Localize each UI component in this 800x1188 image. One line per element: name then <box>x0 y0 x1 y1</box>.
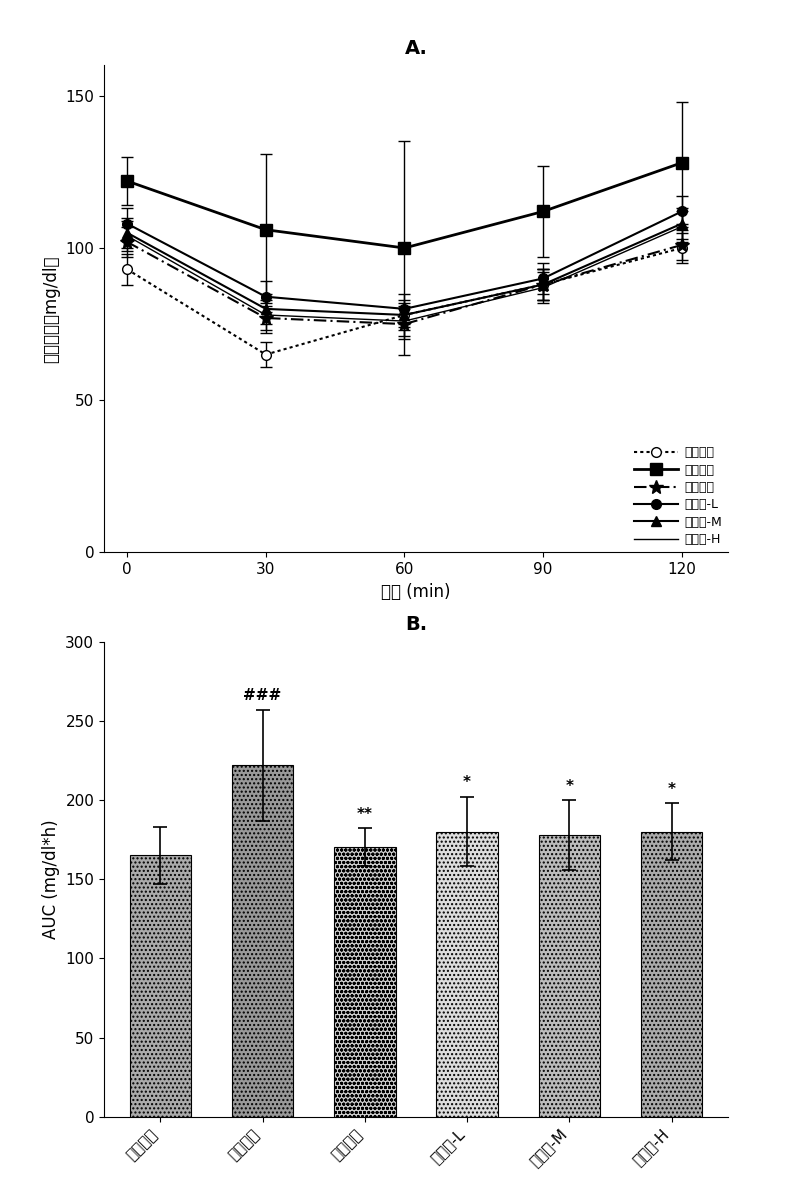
X-axis label: 时间 (min): 时间 (min) <box>382 582 450 601</box>
Legend: 正常对照, 模型动物, 罗格列酐, 红景天-L, 红景天-M, 红景天-H: 正常对照, 模型动物, 罗格列酐, 红景天-L, 红景天-M, 红景天-H <box>634 447 722 546</box>
Title: A.: A. <box>405 39 427 58</box>
Text: *: * <box>463 776 471 790</box>
Y-axis label: 血糖水平（mg/dl）: 血糖水平（mg/dl） <box>42 255 60 362</box>
Text: *: * <box>566 778 574 794</box>
Bar <box>334 847 395 1117</box>
Bar <box>538 835 600 1117</box>
Y-axis label: AUC (mg/dl*h): AUC (mg/dl*h) <box>42 820 60 939</box>
Title: B.: B. <box>405 615 427 634</box>
Text: **: ** <box>357 807 373 822</box>
Bar <box>232 765 294 1117</box>
Text: *: * <box>668 782 676 797</box>
Bar <box>130 855 191 1117</box>
Text: ###: ### <box>243 688 282 703</box>
Bar <box>437 832 498 1117</box>
Bar <box>641 832 702 1117</box>
